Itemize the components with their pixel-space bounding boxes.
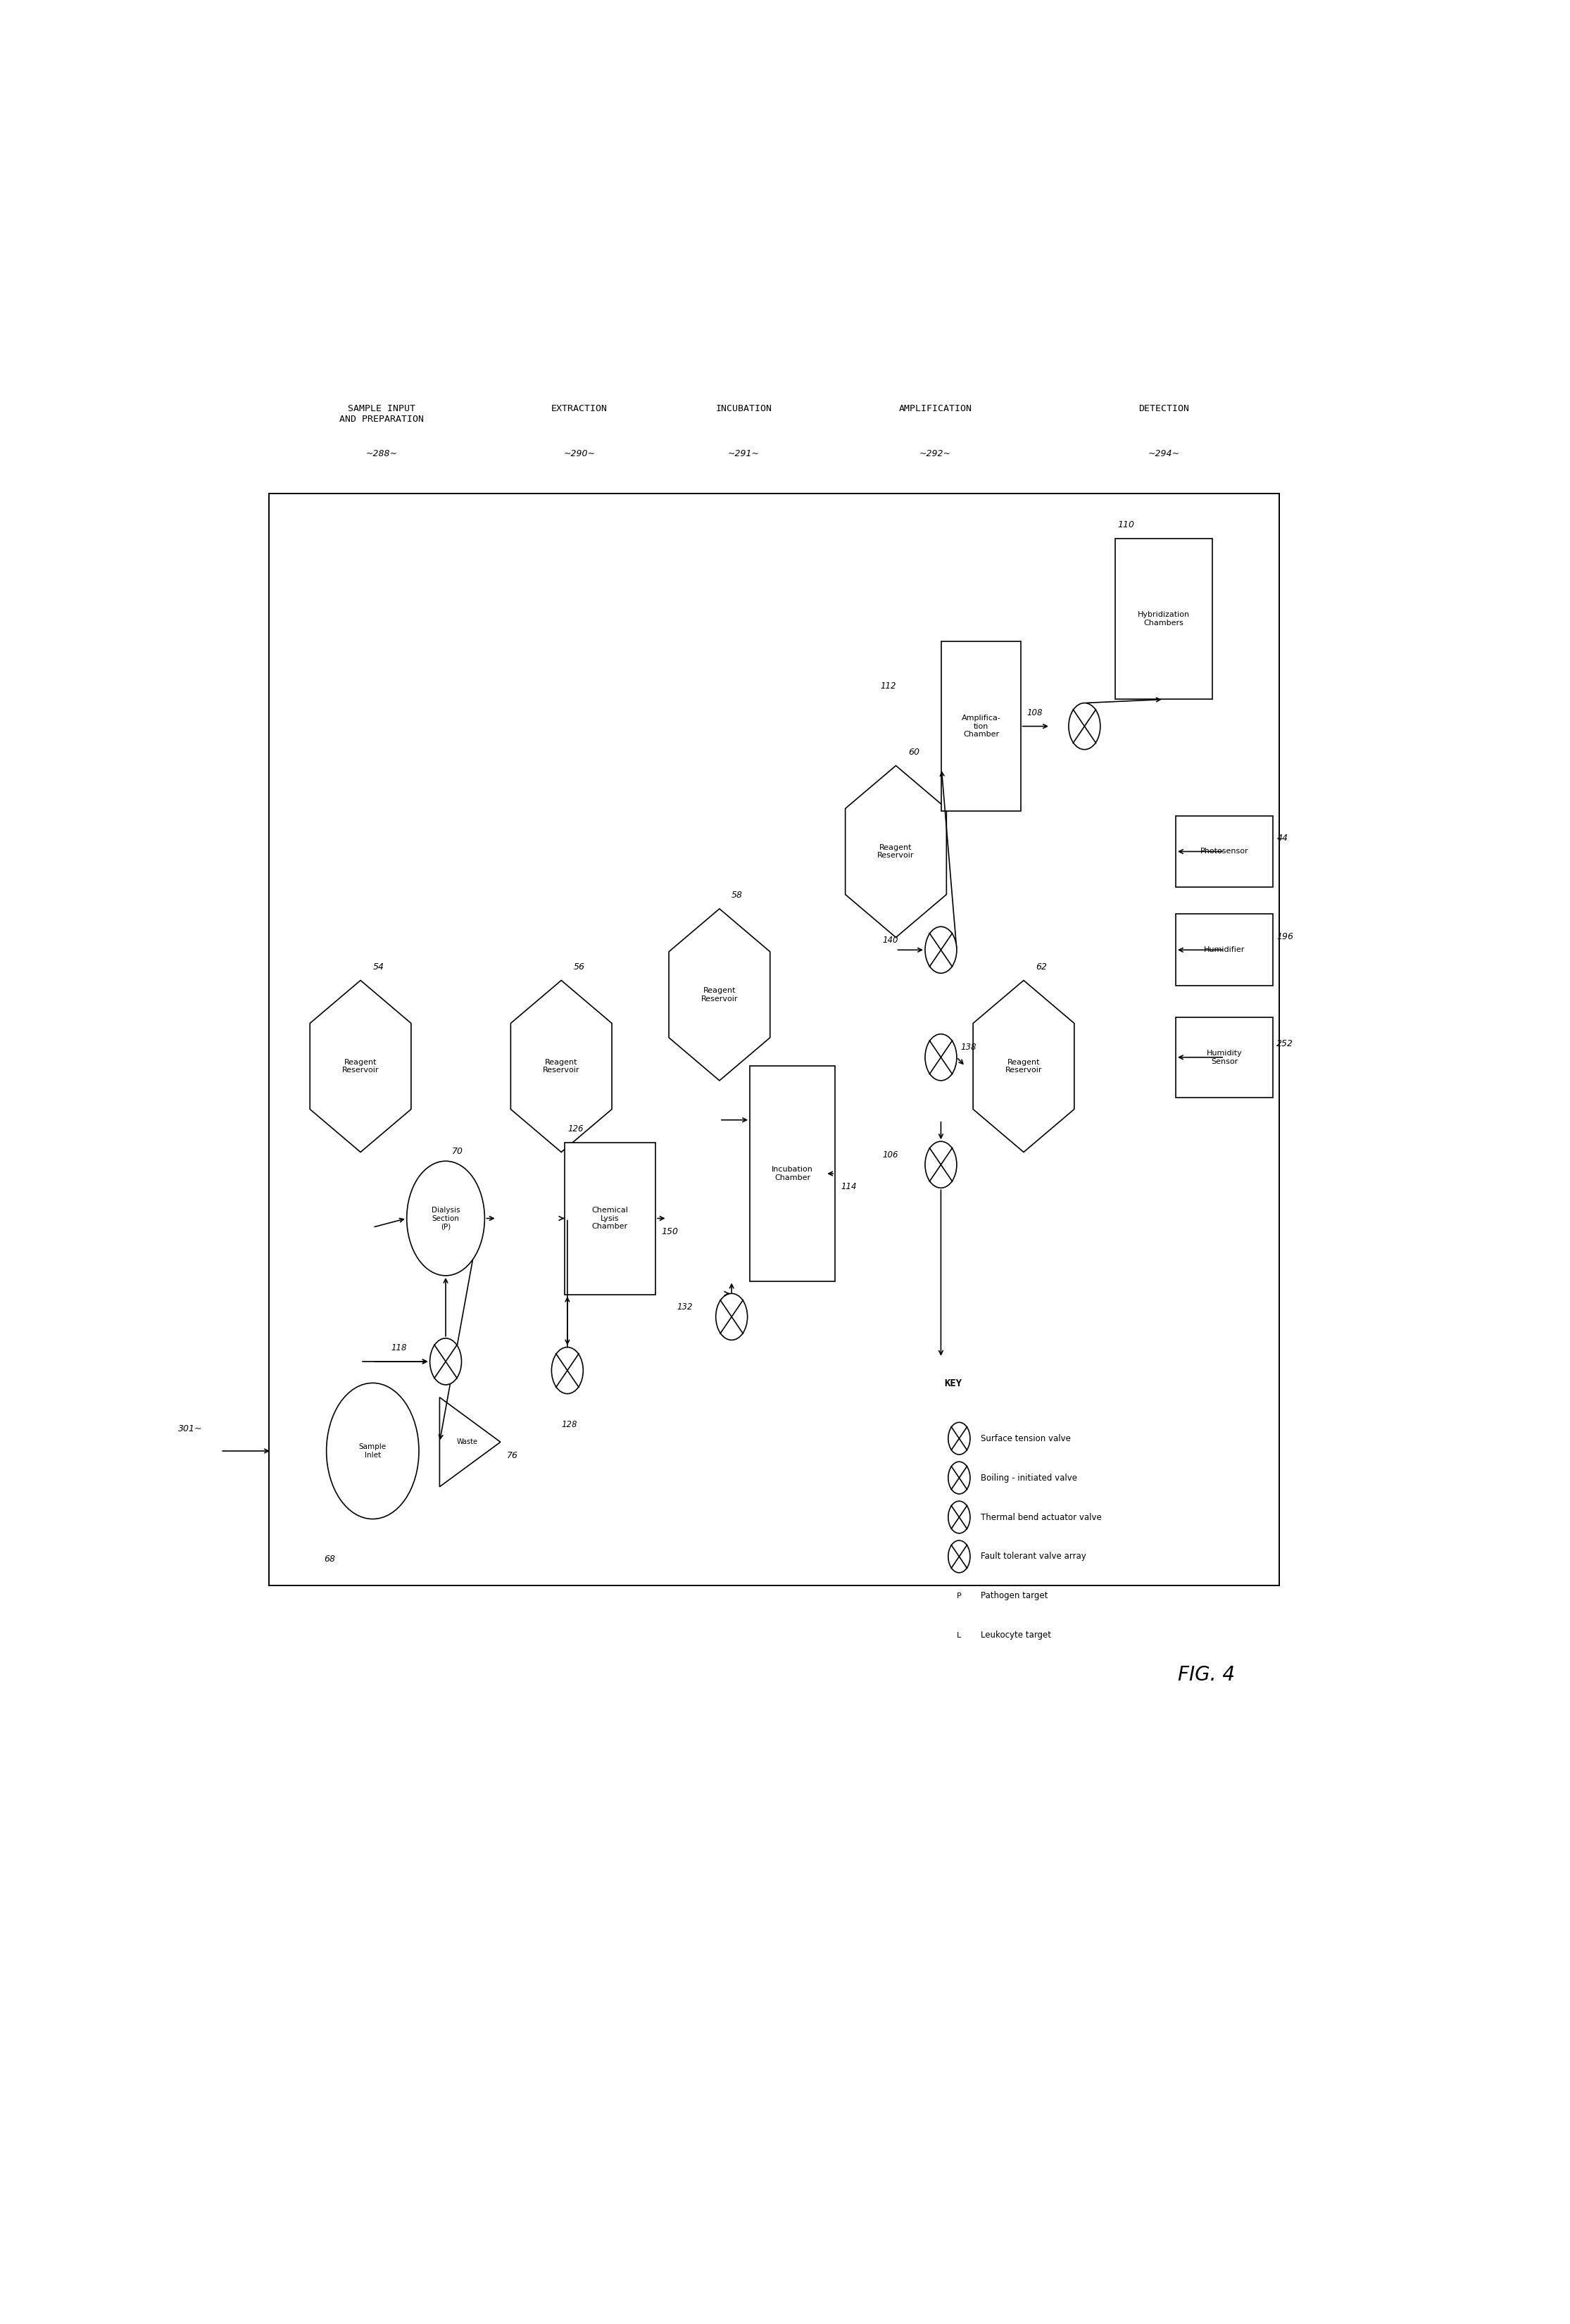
Circle shape xyxy=(716,1294,747,1341)
Text: Boiling - initiated valve: Boiling - initiated valve xyxy=(981,1473,1077,1483)
Text: 70: 70 xyxy=(452,1146,463,1155)
Polygon shape xyxy=(440,1397,501,1487)
Circle shape xyxy=(948,1462,970,1494)
Circle shape xyxy=(430,1339,462,1385)
Text: Amplifica-
tion
Chamber: Amplifica- tion Chamber xyxy=(961,713,1000,739)
Text: EXTRACTION: EXTRACTION xyxy=(551,404,608,414)
Text: Waste: Waste xyxy=(457,1439,477,1446)
Bar xyxy=(1176,1018,1273,1097)
Circle shape xyxy=(1069,702,1101,751)
Text: 76: 76 xyxy=(507,1450,518,1459)
Circle shape xyxy=(925,1141,956,1188)
Text: Reagent
Reservoir: Reagent Reservoir xyxy=(700,988,738,1002)
Text: 68: 68 xyxy=(323,1555,336,1564)
Circle shape xyxy=(948,1422,970,1455)
Text: Reagent
Reservoir: Reagent Reservoir xyxy=(878,844,914,860)
Text: 58: 58 xyxy=(732,890,743,899)
Text: ~291~: ~291~ xyxy=(728,449,760,458)
Text: Incubation
Chamber: Incubation Chamber xyxy=(772,1167,813,1181)
Text: 150: 150 xyxy=(661,1227,678,1236)
Text: 301~: 301~ xyxy=(177,1425,203,1434)
Text: 140: 140 xyxy=(882,937,898,944)
Text: 54: 54 xyxy=(372,962,385,971)
Text: 114: 114 xyxy=(842,1183,857,1192)
Text: AMPLIFICATION: AMPLIFICATION xyxy=(898,404,972,414)
Text: Leukocyte target: Leukocyte target xyxy=(981,1631,1052,1641)
Text: Sample
Inlet: Sample Inlet xyxy=(360,1443,386,1459)
Text: Pathogen target: Pathogen target xyxy=(981,1592,1049,1601)
Text: ~292~: ~292~ xyxy=(920,449,951,458)
Text: Dialysis
Section
(P): Dialysis Section (P) xyxy=(432,1206,460,1229)
Text: Reagent
Reservoir: Reagent Reservoir xyxy=(342,1060,378,1074)
Text: Thermal bend actuator valve: Thermal bend actuator valve xyxy=(981,1513,1102,1522)
Bar xyxy=(1115,539,1212,700)
Text: KEY: KEY xyxy=(945,1378,962,1387)
Text: 60: 60 xyxy=(907,748,920,758)
Circle shape xyxy=(407,1162,485,1276)
Circle shape xyxy=(948,1501,970,1534)
Text: Chemical
Lysis
Chamber: Chemical Lysis Chamber xyxy=(592,1206,628,1229)
Text: ~288~: ~288~ xyxy=(366,449,397,458)
Text: ~290~: ~290~ xyxy=(564,449,595,458)
Polygon shape xyxy=(309,981,411,1153)
Text: 196: 196 xyxy=(1276,932,1294,941)
Text: 112: 112 xyxy=(881,681,896,690)
Circle shape xyxy=(925,1034,956,1081)
Text: Reagent
Reservoir: Reagent Reservoir xyxy=(1005,1060,1042,1074)
Bar xyxy=(1176,816,1273,888)
Text: 118: 118 xyxy=(391,1343,407,1353)
Text: Reagent
Reservoir: Reagent Reservoir xyxy=(543,1060,579,1074)
Text: 138: 138 xyxy=(961,1043,977,1053)
Text: 44: 44 xyxy=(1276,834,1287,844)
Text: ~294~: ~294~ xyxy=(1148,449,1179,458)
Text: Hybridization
Chambers: Hybridization Chambers xyxy=(1138,611,1190,627)
Text: Photosensor: Photosensor xyxy=(1199,848,1248,855)
Circle shape xyxy=(948,1541,970,1573)
Text: Surface tension valve: Surface tension valve xyxy=(981,1434,1071,1443)
Circle shape xyxy=(551,1348,582,1394)
Text: INCUBATION: INCUBATION xyxy=(716,404,772,414)
Polygon shape xyxy=(845,765,947,937)
Text: Fault tolerant valve array: Fault tolerant valve array xyxy=(981,1552,1086,1562)
Text: 110: 110 xyxy=(1118,521,1134,530)
Text: 108: 108 xyxy=(1027,709,1042,718)
Text: 106: 106 xyxy=(882,1150,898,1160)
Polygon shape xyxy=(669,909,769,1081)
Circle shape xyxy=(327,1383,419,1520)
Text: L: L xyxy=(958,1631,961,1638)
Text: DETECTION: DETECTION xyxy=(1138,404,1188,414)
Bar xyxy=(1176,913,1273,985)
Text: Humidity
Sensor: Humidity Sensor xyxy=(1206,1050,1242,1064)
Bar xyxy=(268,493,1280,1585)
Bar xyxy=(750,1067,835,1281)
Polygon shape xyxy=(510,981,612,1153)
Text: 56: 56 xyxy=(573,962,584,971)
Circle shape xyxy=(925,927,956,974)
Text: Humidifier: Humidifier xyxy=(1204,946,1245,953)
Text: 126: 126 xyxy=(568,1125,584,1134)
Bar xyxy=(942,641,1020,811)
Text: 252: 252 xyxy=(1276,1039,1294,1048)
Text: 132: 132 xyxy=(677,1301,692,1311)
Text: 128: 128 xyxy=(562,1420,578,1429)
Polygon shape xyxy=(973,981,1074,1153)
Text: FIG. 4: FIG. 4 xyxy=(1178,1664,1234,1685)
Text: 62: 62 xyxy=(1036,962,1047,971)
Text: P: P xyxy=(956,1592,961,1599)
Bar xyxy=(564,1143,656,1294)
Text: SAMPLE INPUT
AND PREPARATION: SAMPLE INPUT AND PREPARATION xyxy=(339,404,424,423)
